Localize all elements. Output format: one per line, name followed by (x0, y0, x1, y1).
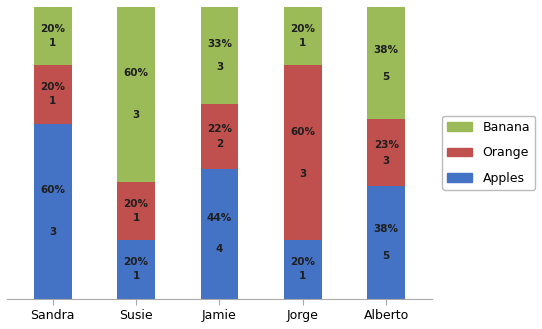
Legend: Banana, Orange, Apples: Banana, Orange, Apples (442, 116, 535, 190)
Text: 5: 5 (383, 71, 390, 82)
Bar (367, 7, 405, 119)
Text: 23%: 23% (373, 140, 399, 150)
Text: 5: 5 (383, 251, 390, 261)
Text: 3: 3 (299, 169, 306, 179)
Text: 20%: 20% (124, 199, 149, 209)
Bar (367, 187, 405, 299)
Text: 60%: 60% (40, 185, 65, 195)
Bar (118, 7, 155, 182)
Text: 20%: 20% (124, 258, 149, 267)
Text: 2: 2 (216, 139, 223, 149)
Text: 1: 1 (49, 38, 56, 48)
Bar (284, 7, 321, 65)
Text: 44%: 44% (207, 213, 232, 223)
Text: 3: 3 (49, 227, 56, 237)
Bar (118, 240, 155, 299)
Text: 1: 1 (132, 271, 140, 282)
Text: 20%: 20% (40, 24, 65, 34)
Text: 33%: 33% (207, 39, 232, 49)
Bar (34, 124, 72, 299)
Text: 38%: 38% (373, 44, 399, 55)
Text: 3: 3 (383, 156, 390, 166)
Text: 3: 3 (216, 62, 223, 72)
Text: 20%: 20% (291, 258, 315, 267)
Text: 20%: 20% (40, 83, 65, 92)
Text: 60%: 60% (124, 68, 149, 78)
Text: 22%: 22% (207, 124, 232, 134)
Text: 1: 1 (299, 38, 306, 48)
Bar (34, 7, 72, 65)
Bar (284, 65, 321, 240)
Bar (201, 169, 238, 299)
Bar (34, 65, 72, 124)
Bar (284, 240, 321, 299)
Bar (201, 7, 238, 104)
Text: 1: 1 (132, 213, 140, 223)
Text: 38%: 38% (373, 224, 399, 234)
Bar (118, 182, 155, 240)
Text: 1: 1 (299, 271, 306, 282)
Text: 3: 3 (132, 111, 140, 120)
Bar (367, 119, 405, 187)
Text: 1: 1 (49, 96, 56, 107)
Text: 60%: 60% (291, 127, 315, 137)
Text: 4: 4 (216, 244, 223, 254)
Bar (201, 104, 238, 169)
Text: 20%: 20% (291, 24, 315, 34)
